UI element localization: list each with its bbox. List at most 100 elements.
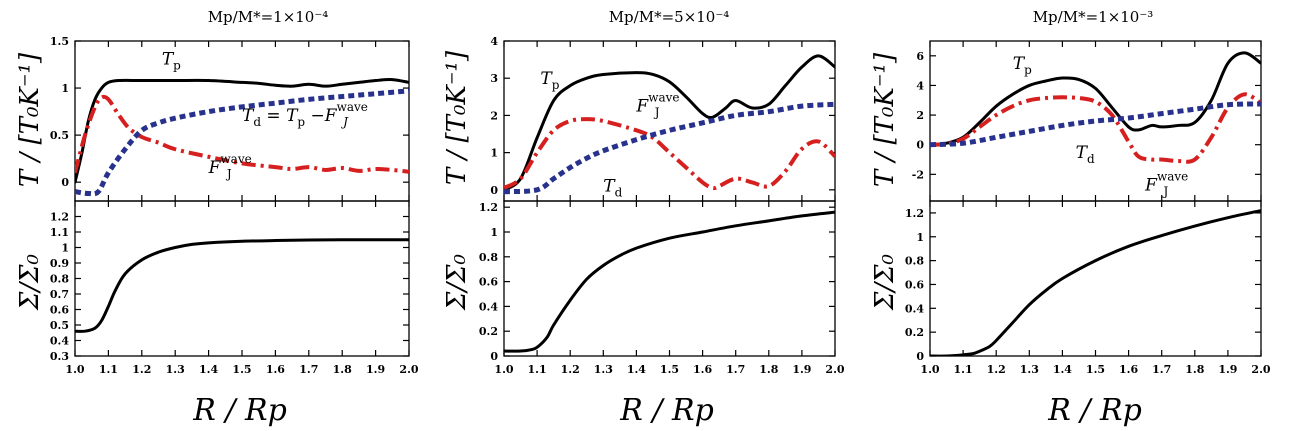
x-tick-label: 1.2 — [132, 363, 151, 376]
x-tick-label: 1.6 — [693, 363, 712, 376]
x-tick-label: 2.0 — [399, 363, 418, 376]
series-line--0 — [75, 238, 409, 333]
x-tick-label: 1.6 — [266, 363, 285, 376]
plot-frame — [74, 200, 410, 357]
y-tick-label: 0 — [61, 176, 69, 189]
y-tick-label: 0.4 — [905, 302, 924, 315]
panel-title-left: Mp/M*=1×10⁻⁴ — [208, 8, 329, 26]
y-tick-label: 0.9 — [50, 257, 69, 270]
y-tick-label: 1.1 — [50, 226, 69, 239]
y-tick-label: 0 — [916, 350, 924, 363]
x-tick-label: 1.6 — [1119, 363, 1138, 376]
x-tick-label: 1.7 — [299, 363, 318, 376]
series-line-t-p — [75, 78, 409, 184]
y-tick-label: 0.6 — [50, 304, 69, 317]
x-axis-label-middle: R / Rp — [619, 393, 714, 428]
y-tick-label: 2 — [916, 109, 924, 122]
x-tick-label: 1.2 — [987, 363, 1006, 376]
y-tick-label: 0.4 — [50, 335, 69, 348]
y-tick-label: 1 — [916, 231, 924, 244]
series-group — [75, 78, 409, 197]
series-group — [75, 238, 409, 333]
x-tick-label: 1.9 — [366, 363, 385, 376]
y-tick-label: 1 — [61, 242, 69, 255]
y-axis-label-temperature-right: T / [T₀K⁻¹] — [870, 52, 900, 187]
x-tick-label: 1.0 — [920, 363, 939, 376]
series-line-f-j-wave — [504, 117, 835, 191]
x-tick-label: 1.5 — [660, 363, 679, 376]
y-tick-label: 1.5 — [50, 35, 69, 48]
y-tick-label: 1.2 — [479, 201, 498, 214]
y-tick-label: 0.8 — [50, 273, 69, 286]
series-line-t-d — [75, 88, 409, 197]
y-axis-label-temperature-left: T / [T₀K⁻¹] — [15, 52, 45, 187]
y-tick-label: 2 — [490, 109, 498, 122]
y-tick-label: 1.2 — [50, 211, 69, 224]
annotation-tp: Tp​ — [1013, 54, 1032, 77]
x-tick-label: 1.7 — [726, 363, 745, 376]
y-tick-label: 1 — [490, 147, 498, 160]
x-tick-label: 1.4 — [627, 363, 646, 376]
x-tick-label: 1.0 — [494, 363, 513, 376]
chart-panel-bottom-right: 0 0.2 0.4 0.6 0.8 1 1.2 1.0 1.1 1.2 1.3 1.4 1.5 1.6 1.… — [905, 200, 1271, 376]
y-tick-label: 0.2 — [905, 326, 924, 339]
y-axis-label-temperature-middle: T / [T₀K⁻¹] — [442, 50, 472, 185]
x-tick-label: 1.7 — [1152, 363, 1171, 376]
y-tick-label: 0.8 — [905, 255, 924, 268]
x-tick-label: 1.9 — [1218, 363, 1237, 376]
annotation-tp: Tp​ — [162, 50, 181, 73]
x-axis-labels: R / Rp R / Rp R / Rp — [192, 393, 1142, 428]
x-tick-label: 1.3 — [166, 363, 185, 376]
x-tick-label: 1.1 — [99, 363, 118, 376]
annotation-tp: Tp​ — [540, 69, 559, 92]
panel-title-right: Mp/M*=1×10⁻³ — [1033, 8, 1154, 26]
plot-frame — [929, 200, 1262, 357]
y-tick-label: 0.6 — [905, 278, 924, 291]
y-tick-label: 0.8 — [479, 251, 498, 264]
series-group — [930, 51, 1261, 164]
y-tick-label: 1 — [61, 82, 69, 95]
series-line-t-p — [930, 51, 1261, 147]
x-tick-label: 1.8 — [1185, 363, 1204, 376]
x-tick-label: 1.0 — [65, 363, 84, 376]
series-line-f-j-wave — [930, 92, 1261, 164]
x-tick-label: 1.3 — [1020, 363, 1039, 376]
y-tick-label: 0.3 — [50, 350, 69, 363]
x-axis-label-right: R / Rp — [1047, 393, 1142, 428]
x-tick-label: 1.5 — [1086, 363, 1105, 376]
x-tick-label: 2.0 — [825, 363, 844, 376]
y-tick-label: 4 — [490, 35, 498, 48]
y-tick-label: -2 — [912, 168, 924, 181]
x-axis-label-left: R / Rp — [192, 393, 287, 428]
x-tick-label: 1.2 — [561, 363, 580, 376]
y-tick-label: 6 — [916, 50, 924, 63]
y-tick-label: 1.2 — [905, 207, 924, 220]
y-tick-label: 0 — [490, 350, 498, 363]
x-tick-label: 1.8 — [333, 363, 352, 376]
y-tick-label: 0.5 — [50, 129, 69, 142]
series-line-t-p — [504, 54, 835, 192]
x-tick-label: 1.1 — [954, 363, 973, 376]
y-tick-label: 0.7 — [50, 288, 69, 301]
y-tick-label: 0.5 — [50, 319, 69, 332]
y-tick-label: 1 — [490, 226, 498, 239]
panel-titles: Mp/M*=1×10⁻⁴ Mp/M*=5×10⁻⁴ Mp/M*=1×10⁻³ — [208, 8, 1154, 26]
y-tick-label: 0.2 — [479, 325, 498, 338]
x-tick-label: 1.5 — [232, 363, 251, 376]
series-line--0 — [930, 209, 1261, 356]
series-line-t-d — [504, 101, 835, 195]
y-axis-label-sigma-middle: Σ/Σ₀ — [442, 253, 472, 311]
annotation-td: Td​ — [603, 177, 622, 200]
series-group — [504, 210, 835, 353]
y-tick-label: 0 — [490, 184, 498, 197]
x-tick-label: 1.1 — [528, 363, 547, 376]
chart-panel-bottom-middle: 0 0.2 0.4 0.6 0.8 1 1.2 1.0 1.1 1.2 1.3 1.4 1.5 1.6 1.… — [479, 200, 845, 376]
y-tick-label: 4 — [916, 79, 924, 92]
y-tick-label: 3 — [490, 72, 498, 85]
y-axis-labels: T / [T₀K⁻¹] Σ/Σ₀ T / [T₀K⁻¹] Σ/Σ₀ T / [T… — [15, 50, 900, 311]
